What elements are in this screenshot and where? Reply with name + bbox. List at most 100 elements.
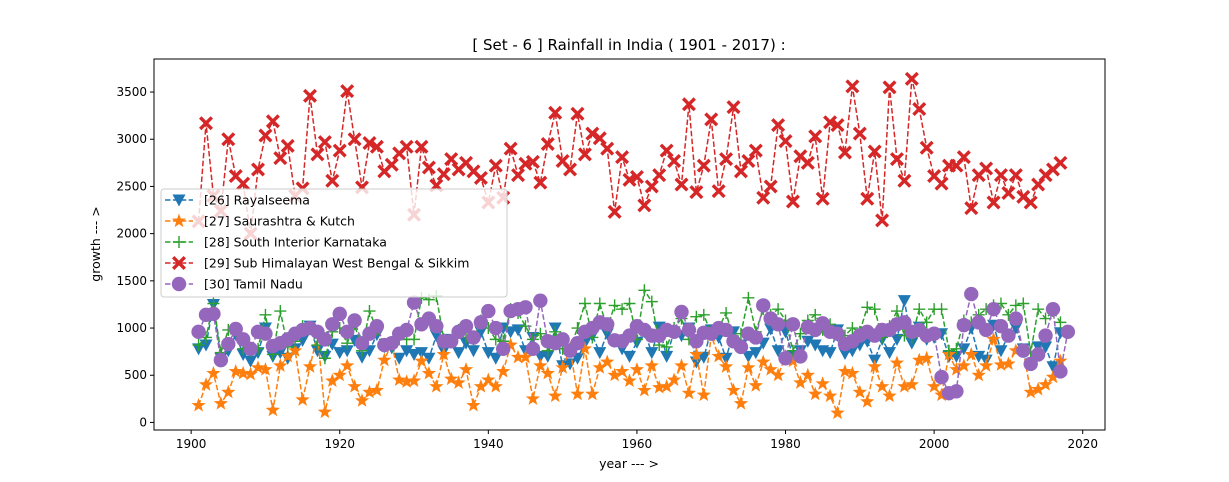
data-point xyxy=(890,305,903,318)
data-point xyxy=(964,346,979,361)
data-point xyxy=(1023,384,1038,399)
data-point xyxy=(748,378,763,392)
data-point xyxy=(1053,155,1068,170)
data-point xyxy=(882,80,897,95)
x-tick-label: 1960 xyxy=(622,437,653,451)
data-point xyxy=(436,346,451,361)
data-point xyxy=(213,396,228,410)
data-point xyxy=(942,344,955,357)
data-point xyxy=(681,97,696,112)
data-point xyxy=(637,198,652,213)
data-point xyxy=(770,317,786,332)
data-point xyxy=(369,318,385,334)
data-point xyxy=(741,153,756,168)
data-point xyxy=(830,118,845,133)
data-point xyxy=(600,317,615,332)
data-point xyxy=(251,162,266,177)
data-point xyxy=(303,88,318,103)
data-point xyxy=(243,366,258,381)
data-point xyxy=(883,347,897,360)
data-point xyxy=(473,170,488,185)
data-point xyxy=(1001,328,1016,343)
data-point xyxy=(957,343,971,356)
data-point xyxy=(690,310,703,323)
data-point xyxy=(689,185,704,200)
y-axis-label: growth --- > xyxy=(88,206,103,281)
data-point xyxy=(652,380,667,394)
data-point xyxy=(882,388,897,403)
data-point xyxy=(614,363,630,378)
data-point xyxy=(1008,343,1023,357)
data-point xyxy=(956,150,971,165)
data-point xyxy=(541,350,555,363)
plot-frame xyxy=(153,58,1106,431)
data-point xyxy=(1030,347,1046,362)
data-point xyxy=(488,158,503,173)
data-point xyxy=(593,347,607,360)
y-tick-3500: 3500 xyxy=(116,85,154,99)
data-point xyxy=(742,291,755,304)
data-point xyxy=(288,343,303,357)
data-point xyxy=(660,350,674,363)
data-point xyxy=(236,176,251,191)
data-point xyxy=(1008,168,1023,183)
data-point xyxy=(615,150,630,165)
legend-entry-5: [30] Tamil Nadu xyxy=(165,277,303,292)
data-point xyxy=(1001,356,1016,370)
data-point xyxy=(1054,316,1067,329)
x-tick-label: 1940 xyxy=(473,437,504,451)
data-point xyxy=(548,105,563,120)
y-tick-label: 0 xyxy=(139,415,147,429)
data-point xyxy=(325,373,340,387)
legend-frame xyxy=(160,188,508,298)
data-point xyxy=(623,350,636,363)
data-point xyxy=(510,349,526,364)
data-point xyxy=(1009,322,1023,335)
data-point xyxy=(993,168,1008,183)
data-point xyxy=(704,112,719,127)
data-point xyxy=(578,297,591,310)
data-point xyxy=(488,320,503,336)
plot-area: 1900 1920 1940 1960 1980 2000 2020 0 500 1000 150… xyxy=(116,58,1106,451)
data-point xyxy=(629,170,644,184)
data-point xyxy=(608,299,621,312)
data-point xyxy=(243,341,258,357)
data-point xyxy=(325,317,340,332)
data-point xyxy=(414,353,429,368)
data-point xyxy=(577,341,593,355)
data-point xyxy=(399,322,414,338)
data-point xyxy=(852,384,867,399)
data-point xyxy=(950,342,963,355)
data-point xyxy=(785,194,800,209)
data-point xyxy=(198,377,214,391)
data-point xyxy=(711,184,726,199)
data-point xyxy=(979,161,994,176)
data-point xyxy=(429,318,444,334)
legend: [26] Rayalseema [27] Saurashtra & Kutch [2… xyxy=(160,188,508,298)
data-point xyxy=(1053,353,1068,368)
data-point xyxy=(525,391,541,405)
data-point xyxy=(763,362,778,376)
data-point xyxy=(852,126,867,141)
data-point xyxy=(913,303,926,316)
data-point xyxy=(525,154,540,169)
data-point xyxy=(363,305,376,318)
data-point xyxy=(800,155,815,170)
data-point xyxy=(518,349,533,364)
data-point xyxy=(623,297,636,310)
data-point xyxy=(236,365,251,380)
data-point xyxy=(733,396,749,410)
data-point xyxy=(756,354,771,369)
data-point xyxy=(741,360,756,374)
legend-marker xyxy=(172,256,186,270)
data-point xyxy=(481,303,496,319)
data-point xyxy=(926,326,942,341)
legend-label: [28] South Interior Karnataka xyxy=(204,235,387,250)
data-point xyxy=(666,372,682,387)
legend-marker xyxy=(173,236,185,248)
data-point xyxy=(310,345,324,358)
x-tick-label: 2000 xyxy=(919,437,950,451)
series-4 xyxy=(191,71,1068,241)
data-point xyxy=(362,384,377,399)
data-point xyxy=(681,322,697,338)
